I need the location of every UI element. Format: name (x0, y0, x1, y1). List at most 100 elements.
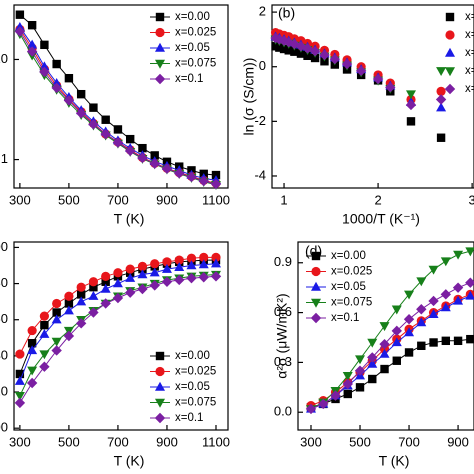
marker (279, 44, 289, 54)
marker (445, 12, 455, 22)
marker (453, 250, 464, 260)
marker (465, 247, 474, 257)
x-tick-label: 1100 (202, 192, 230, 207)
marker (174, 168, 185, 179)
marker (445, 30, 455, 40)
marker (391, 337, 402, 347)
marker (440, 289, 452, 300)
legend: x=0.00 x=0.025 x=0.05 x=0.075 x=0.1 (306, 250, 372, 324)
legend-label: x=0.075 (465, 65, 474, 77)
marker (289, 38, 300, 50)
marker (26, 377, 38, 389)
y-tick-label: 0.3 (274, 354, 292, 369)
y-tick-label: 10 (0, 51, 8, 66)
marker (154, 412, 166, 424)
legend-label: x=0.1 (465, 83, 474, 95)
panel: 300 500 700 900 1100 100 120 140 160 180 200 T (K) x… (0, 239, 230, 469)
marker (436, 102, 447, 112)
marker (441, 336, 451, 346)
marker (453, 295, 464, 305)
marker (161, 263, 172, 273)
legend-label: x=0.05 (175, 381, 210, 393)
marker (428, 295, 439, 307)
x-tick-label: 900 (447, 434, 469, 449)
marker (465, 290, 474, 300)
marker (26, 46, 38, 57)
marker (278, 35, 290, 46)
marker (137, 261, 148, 272)
marker (305, 403, 317, 415)
marker (445, 67, 455, 77)
x-tick-label: 500 (58, 192, 80, 207)
y-axis-title: α²σ (μW/mK²) (274, 293, 290, 378)
y-axis-title: ln (σ (S/cm)) (241, 58, 257, 136)
marker (342, 378, 353, 390)
marker (14, 397, 26, 409)
marker (343, 389, 352, 399)
marker (186, 253, 197, 263)
marker (52, 308, 61, 317)
marker (198, 259, 209, 269)
marker (283, 36, 294, 48)
marker (367, 338, 378, 348)
y-tick-label: 0.9 (274, 254, 292, 269)
marker (210, 258, 221, 268)
marker (367, 352, 378, 363)
marker (39, 66, 50, 78)
marker (392, 356, 401, 365)
marker (64, 299, 74, 308)
marker (39, 311, 49, 321)
marker (416, 304, 427, 315)
marker (100, 298, 111, 309)
marker (75, 318, 87, 329)
marker (161, 276, 173, 287)
marker (15, 10, 25, 19)
plot-frame (13, 241, 229, 431)
series-line (19, 33, 217, 186)
panels: 300 500 700 900 1100 1 10 T (K) x=0.00x=0.025x=0… (0, 4, 474, 469)
marker (15, 349, 25, 359)
marker (416, 317, 427, 327)
marker (27, 39, 38, 49)
marker (137, 152, 148, 164)
marker (76, 282, 86, 292)
x-axis-title: T (K) (379, 453, 410, 469)
marker (155, 59, 165, 69)
marker (385, 82, 396, 93)
x-tick-label: 3 (469, 192, 474, 207)
marker (428, 265, 439, 275)
marker (391, 325, 402, 337)
marker (39, 350, 50, 360)
marker (14, 391, 25, 401)
marker (404, 290, 415, 300)
marker (89, 103, 98, 112)
marker (210, 271, 222, 282)
marker (76, 89, 86, 99)
marker (64, 291, 74, 301)
legend-label: x=0.05 (465, 47, 474, 59)
marker (341, 58, 353, 70)
x-tick-label: 700 (107, 192, 129, 207)
x-axis-title: T (K) (114, 453, 145, 469)
marker (329, 53, 341, 65)
marker (125, 134, 135, 144)
y-tick-label: 0.0 (274, 404, 292, 419)
x-tick-label: 300 (9, 434, 31, 449)
marker (27, 339, 37, 348)
legend-label: x=0.1 (331, 312, 359, 324)
legend-label: x=0.05 (331, 281, 366, 293)
marker (290, 47, 299, 56)
marker (14, 375, 25, 385)
marker (406, 117, 416, 126)
x-tick-label: 1 (280, 192, 287, 207)
marker (367, 358, 378, 368)
x-tick-label: 300 (9, 192, 31, 207)
marker (63, 95, 75, 106)
marker (39, 328, 50, 338)
x-tick-label: 500 (349, 434, 371, 449)
x-tick-label: 2 (374, 192, 381, 207)
y-tick-label: 100 (0, 420, 8, 435)
marker (27, 20, 37, 30)
marker (124, 287, 136, 298)
legend-label: x=0.1 (175, 412, 203, 424)
